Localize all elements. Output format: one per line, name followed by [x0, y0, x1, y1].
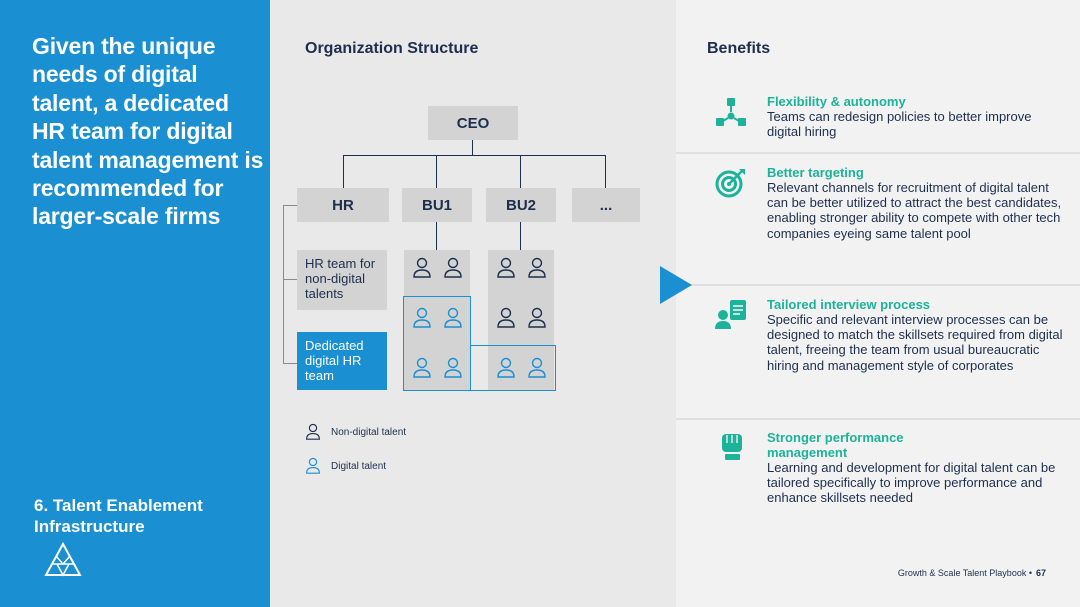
benefit-title: Tailored interview process	[767, 297, 931, 312]
connector	[436, 222, 437, 250]
unit-bu2: BU2	[486, 188, 556, 222]
target-icon	[715, 169, 745, 198]
benefit-desc: Teams can redesign policies to better im…	[767, 109, 1032, 140]
digital-person-icon	[497, 357, 515, 378]
non-digital-person-icon	[528, 307, 546, 328]
connector	[605, 155, 606, 188]
digital-person-icon	[413, 357, 431, 378]
non-digital-person-icon	[444, 257, 462, 278]
digital-outline-bu2	[470, 345, 556, 391]
arrow-right-icon	[660, 266, 692, 304]
divider	[676, 284, 1080, 286]
interview-icon	[715, 300, 746, 329]
non-digital-person-icon	[413, 257, 431, 278]
legend-non-digital-label: Non-digital talent	[331, 426, 407, 438]
benefit-title: Stronger performance management	[767, 430, 904, 460]
benefit-desc: Specific and relevant interview processe…	[767, 312, 1063, 373]
benefit-title: Better targeting	[767, 165, 864, 180]
section-title: 6. Talent Enablement Infrastructure	[34, 496, 203, 536]
divider	[676, 418, 1080, 420]
non-digital-person-icon	[528, 257, 546, 278]
legend-non-digital: Non-digital talent	[305, 423, 406, 441]
benefit-item: Better targeting Relevant channels for r…	[767, 165, 1067, 241]
triangle-logo-icon	[44, 542, 82, 577]
fist-icon	[722, 434, 742, 460]
hr-nondigital-box: HR team for non-digital talents	[297, 250, 387, 310]
footer-text: Growth & Scale Talent Playbook •	[897, 568, 1032, 578]
non-digital-person-icon	[497, 257, 515, 278]
unit-bu1: BU1	[402, 188, 472, 222]
divider	[676, 152, 1080, 154]
benefit-item: Tailored interview process Specific and …	[767, 297, 1067, 373]
ceo-box: CEO	[428, 106, 518, 140]
connector	[283, 363, 297, 364]
org-title: Organization Structure	[305, 40, 479, 57]
connector	[472, 140, 473, 156]
benefit-desc: Relevant channels for recruitment of dig…	[767, 180, 1062, 241]
network-icon	[716, 98, 746, 126]
digital-person-icon	[444, 357, 462, 378]
digital-person-icon	[528, 357, 546, 378]
page-number: 67	[1035, 568, 1046, 578]
left-panel: Given the unique needs of digital talent…	[0, 0, 270, 607]
benefit-item: Stronger performance management Learning…	[767, 430, 1067, 506]
connector	[520, 155, 521, 188]
benefit-desc: Learning and development for digital tal…	[767, 460, 1056, 506]
benefit-title: Flexibility & autonomy	[767, 94, 906, 109]
connector	[283, 205, 297, 206]
connector	[343, 155, 344, 188]
connector	[436, 155, 437, 188]
connector	[283, 279, 297, 280]
footer: Growth & Scale Talent Playbook • 67	[898, 568, 1046, 578]
benefit-item: Flexibility & autonomy Teams can redesig…	[767, 94, 1067, 139]
benefits-title: Benefits	[707, 40, 771, 57]
legend-digital-label: Digital talent	[331, 460, 387, 472]
connector	[343, 155, 606, 156]
hr-digital-box: Dedicated digital HR team	[297, 332, 387, 390]
legend-digital: Digital talent	[305, 457, 386, 475]
connector	[283, 205, 284, 364]
non-digital-person-icon	[497, 307, 515, 328]
connector	[520, 222, 521, 250]
non-digital-person-icon	[306, 423, 320, 440]
headline: Given the unique needs of digital talent…	[32, 33, 264, 230]
digital-person-icon	[306, 457, 320, 474]
digital-person-icon	[444, 307, 462, 328]
unit-more: ...	[572, 188, 640, 222]
digital-person-icon	[413, 307, 431, 328]
digital-outline-bu1	[403, 296, 471, 391]
unit-hr: HR	[297, 188, 389, 222]
